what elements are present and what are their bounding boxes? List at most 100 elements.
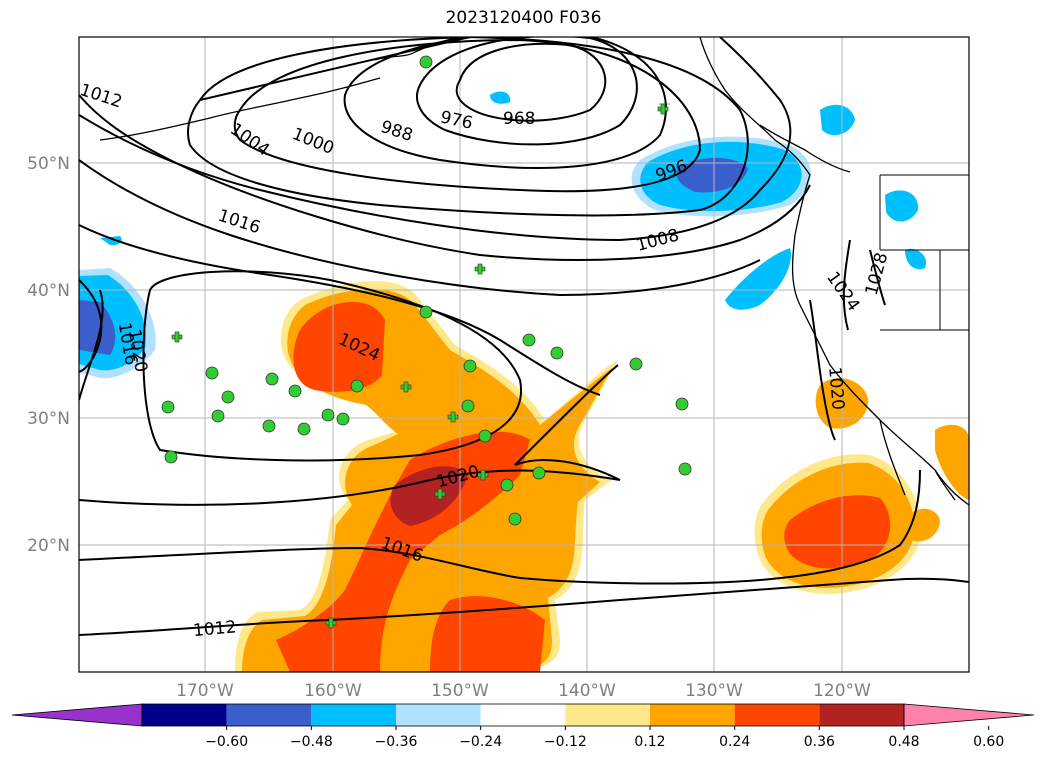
colorbar-segment <box>226 704 312 726</box>
colorbar-tick-label: −0.12 <box>544 734 587 750</box>
canada-coast <box>759 124 851 173</box>
colorbar-tick-label: 0.12 <box>634 734 665 750</box>
contour-label: 1020 <box>824 366 848 411</box>
lat-label: 30°N <box>27 409 70 429</box>
station-dot <box>532 466 546 480</box>
lon-label: 140°W <box>558 681 616 701</box>
colorbar-tick-label: −0.60 <box>205 734 248 750</box>
negative-shading <box>79 91 926 379</box>
isobar-1016-north <box>79 159 761 297</box>
isobar-1016-west <box>79 279 103 373</box>
station-dot <box>550 346 564 360</box>
pos-field-se <box>935 424 969 500</box>
neg-field-small2 <box>490 91 511 104</box>
station-dot <box>500 478 514 492</box>
station-dot <box>336 412 350 426</box>
isobar-1024 <box>142 270 523 462</box>
neg-field-east <box>885 190 919 222</box>
colorbar-tick-label: −0.24 <box>459 734 502 750</box>
station-dot <box>288 384 302 398</box>
colorbar-tick-label: 0.48 <box>888 734 919 750</box>
station-dot <box>678 462 692 476</box>
neg-field-ne <box>820 104 855 136</box>
station-dot <box>211 409 225 423</box>
colorbar-ticks: −0.60 −0.48 −0.36 −0.24 −0.12 0.12 0.24 … <box>205 734 1004 750</box>
colorbar-tick-label: −0.48 <box>290 734 333 750</box>
map-panel: 1012 1004 1000 988 976 968 996 1016 1008… <box>78 36 970 673</box>
colorbar-segment <box>650 704 735 726</box>
lon-label: 120°W <box>813 681 871 701</box>
isobar-1020-east <box>809 299 836 441</box>
lat-label: 50°N <box>27 154 70 174</box>
station-dot <box>463 359 477 373</box>
station-dot <box>221 390 235 404</box>
station-dot <box>461 399 475 413</box>
longitude-labels: 170°W 160°W 150°W 140°W 130°W 120°W <box>176 681 871 701</box>
isobar-968 <box>455 42 607 122</box>
colorbar-tick-label: 0.60 <box>973 734 1004 750</box>
colorbar-segment <box>565 704 650 726</box>
station-cross-v <box>328 617 334 629</box>
station-dot <box>522 333 536 347</box>
colorbar-segment <box>819 704 904 726</box>
isobar-1004 <box>187 37 749 217</box>
station-cross-v <box>437 488 443 500</box>
station-crosses <box>171 99 670 629</box>
lat-label: 20°N <box>27 536 70 556</box>
station-cross-v <box>660 103 666 115</box>
map-title: 2023120400 F036 <box>445 8 602 28</box>
station-dot <box>321 408 335 422</box>
isobar-1012-south <box>79 577 969 636</box>
station-dot <box>675 397 689 411</box>
station-dot <box>508 512 522 526</box>
stations <box>161 55 692 526</box>
neg-field-far-e <box>905 248 926 270</box>
station-dot <box>205 366 219 380</box>
station-dot <box>478 429 492 443</box>
station-cross-v <box>477 263 483 275</box>
station-cross-v <box>480 469 486 481</box>
station-dot <box>262 419 276 433</box>
station-cross-v <box>450 411 456 423</box>
station-dot <box>629 357 643 371</box>
pos-field-east-red <box>784 495 891 569</box>
contour-label: 968 <box>503 109 535 129</box>
lon-label: 160°W <box>304 681 362 701</box>
inland-borders <box>879 174 969 331</box>
colorbar-segment <box>396 704 481 726</box>
station-cross-v <box>403 381 409 393</box>
isobar-1028 <box>869 249 886 306</box>
lon-label: 170°W <box>176 681 234 701</box>
isobar-1012 <box>79 94 811 261</box>
graticule <box>79 37 969 672</box>
station-dot <box>164 450 178 464</box>
colorbar-segment <box>480 704 566 726</box>
station-dot <box>350 379 364 393</box>
station-dot <box>419 305 433 319</box>
map-frame <box>78 36 970 673</box>
isobar-1024-east <box>842 239 851 331</box>
colorbar-segment <box>311 704 396 726</box>
colorbar-segment <box>734 704 820 726</box>
lat-label: 40°N <box>27 281 70 301</box>
station-dot <box>297 422 311 436</box>
colorbar: −0.60 −0.48 −0.36 −0.24 −0.12 0.12 0.24 … <box>11 703 1035 750</box>
isobar-1000 <box>233 38 702 193</box>
pos-field-central-darkred <box>390 466 468 526</box>
station-dot <box>161 400 175 414</box>
station-cross-v <box>174 331 180 343</box>
station-dot <box>419 55 433 69</box>
colorbar-segment <box>142 704 227 726</box>
station-dot <box>265 372 279 386</box>
neg-field-west-dark <box>79 300 116 355</box>
colorbar-segments <box>11 703 1035 730</box>
colorbar-extend-high <box>903 703 1035 727</box>
latitude-labels: 50°N 40°N 30°N 20°N <box>27 154 70 556</box>
neg-field-low-dark <box>676 157 748 193</box>
aleutians <box>99 77 381 141</box>
colorbar-tick-label: −0.36 <box>375 734 418 750</box>
isobar-1020-north <box>79 224 601 396</box>
isobar-1016-mid <box>79 469 921 585</box>
neg-field-small <box>100 236 122 246</box>
